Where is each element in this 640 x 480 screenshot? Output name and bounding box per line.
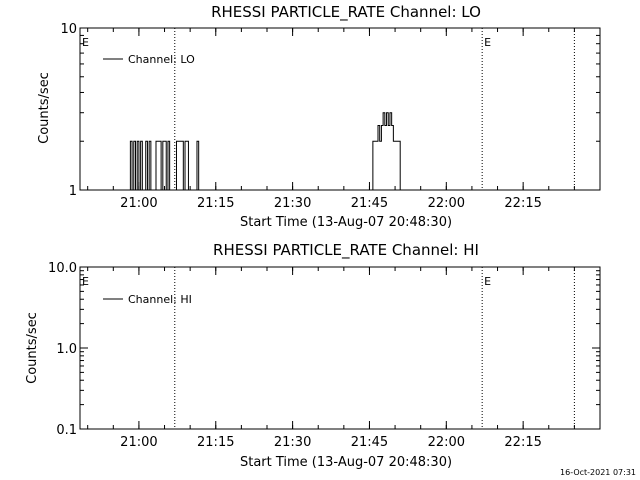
panel1-xtick-label: 22:15 <box>504 196 541 211</box>
panel2-frame <box>79 266 601 430</box>
panel2-xtick-label: 21:00 <box>120 435 157 450</box>
panel2-xtick-label: 22:00 <box>428 435 465 450</box>
panel2-xtick-label: 21:15 <box>197 435 234 450</box>
panel1-xlabel: Start Time (13-Aug-07 20:48:30) <box>240 215 452 230</box>
chart-marks: 21:00 21:15 21:30 21:45 22:00 22:15 1 10 E E 21:00… <box>48 22 601 450</box>
panel1-series-line <box>128 112 401 191</box>
panel1-xtick-label: 21:15 <box>197 196 234 211</box>
panel2-ytick-label: 1.0 <box>56 342 77 357</box>
panel1-event-label: E <box>82 36 89 49</box>
panel2-event-label: E <box>82 275 89 288</box>
panel2-ylabel: Counts/sec <box>25 312 40 384</box>
panel2-legend-label: Channel: HI <box>128 293 192 306</box>
panel2-event-label: E <box>484 275 491 288</box>
panel2-title: RHESSI PARTICLE_RATE Channel: HI <box>213 241 479 260</box>
panel2-xtick-label: 22:15 <box>504 435 541 450</box>
panel2-ytick-label: 0.1 <box>56 423 77 438</box>
panel2-xtick-label: 21:45 <box>351 435 388 450</box>
panel1-xtick-label: 21:45 <box>351 196 388 211</box>
panel1-legend-label: Channel: LO <box>128 53 195 66</box>
panel1-ylabel: Counts/sec <box>37 72 52 144</box>
panel1-ytick-label: 10 <box>60 22 77 37</box>
panel1-xtick-label: 21:00 <box>120 196 157 211</box>
panel1-event-label: E <box>484 36 491 49</box>
panel2-ytick-label: 10.0 <box>48 261 77 276</box>
panel1-title: RHESSI PARTICLE_RATE Channel: LO <box>211 3 481 22</box>
timestamp: 16-Oct-2021 07:31 <box>560 468 636 477</box>
panel1-xtick-label: 21:30 <box>274 196 311 211</box>
panel2-xlabel: Start Time (13-Aug-07 20:48:30) <box>240 455 452 470</box>
panel1-xtick-label: 22:00 <box>428 196 465 211</box>
panel1-ytick-label: 1 <box>69 184 77 199</box>
panel2-xtick-label: 21:30 <box>274 435 311 450</box>
